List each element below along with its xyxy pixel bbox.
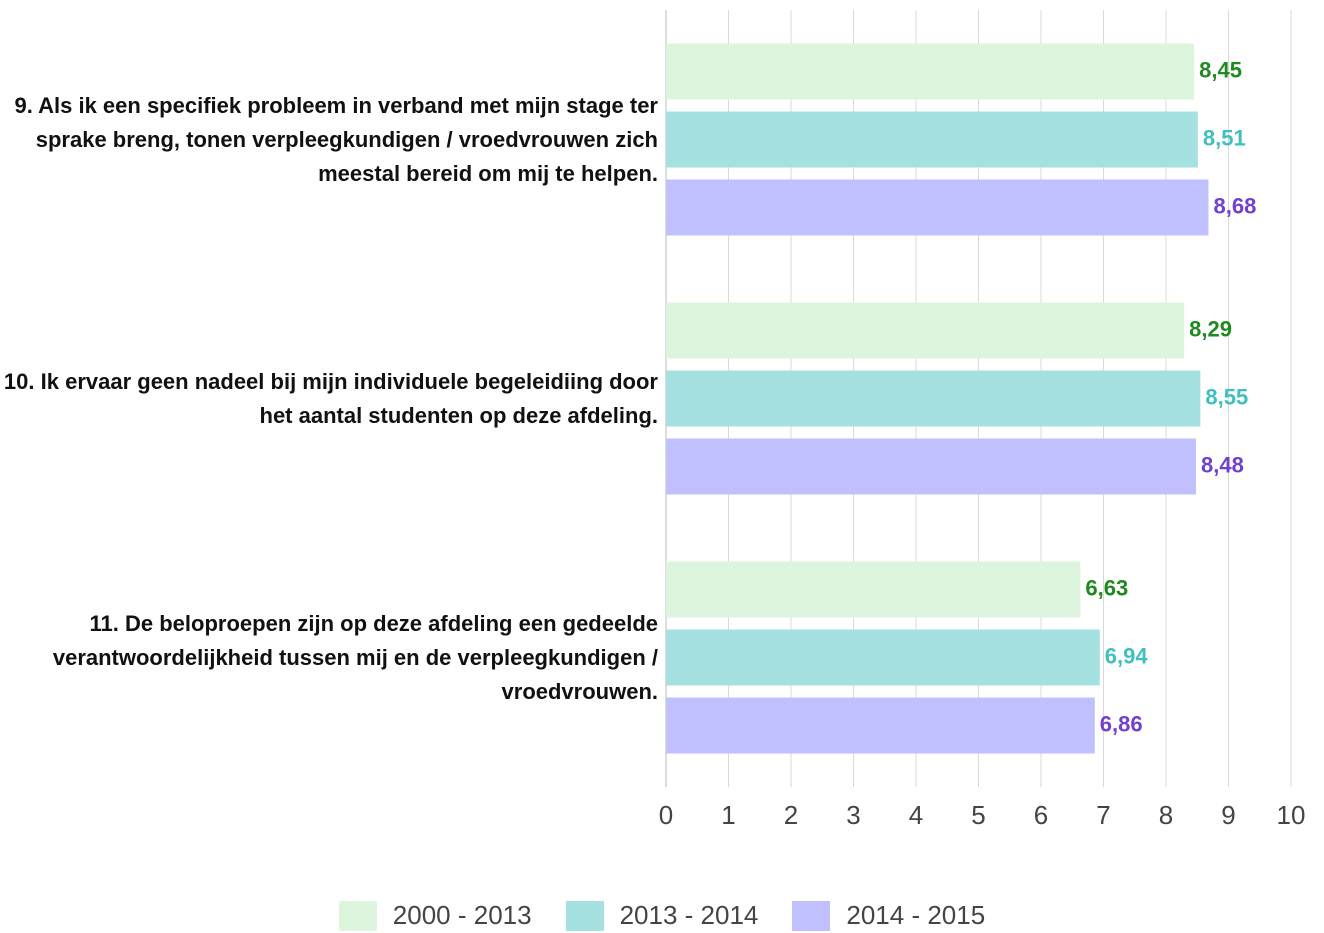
value-label: 6,63 [1085,575,1128,600]
bar [666,302,1185,359]
legend-swatch [338,900,377,931]
value-label: 6,94 [1105,643,1149,668]
category-label: 10. Ik ervaar geen nadeel bij mijn indiv… [3,368,658,428]
value-label: 8,48 [1201,452,1244,477]
bar [666,561,1081,618]
value-label: 8,29 [1189,316,1232,341]
legend: 2000 - 2013 2013 - 2014 2014 - 2015 [0,900,1324,931]
value-label: 8,55 [1205,384,1248,409]
x-tick-label: 10 [1277,800,1306,830]
bar [666,438,1196,495]
x-tick-label: 6 [1034,800,1048,830]
bar [666,697,1095,754]
x-tick-label: 4 [909,800,923,830]
chart: 0 1 2 3 4 5 6 7 8 9 10 8,45 8,51 8,68 8,29 8,55 8,48 6,63… [659,10,1306,830]
x-tick-label: 9 [1221,800,1235,830]
category-label: 9. Als ik een specifiek probleem in verb… [14,92,658,186]
legend-label: 2013 - 2014 [619,900,759,930]
legend-label: 2000 - 2013 [392,900,532,930]
x-tick-label: 8 [1159,800,1173,830]
bar [666,179,1209,236]
value-label: 8,68 [1214,193,1257,218]
value-label: 8,45 [1199,57,1242,82]
x-tick-label: 3 [846,800,860,830]
legend-swatch [565,900,604,931]
bar [666,111,1198,168]
legend-swatch [792,900,831,931]
x-tick-label: 2 [784,800,798,830]
bar [666,370,1201,427]
value-label: 8,51 [1203,125,1246,150]
legend-label: 2014 - 2015 [846,900,986,930]
x-tick-label: 7 [1096,800,1110,830]
value-label: 6,86 [1100,711,1143,736]
legend-item: 2013 - 2014 [565,900,759,931]
bar [666,43,1195,100]
x-tick-label: 0 [659,800,673,830]
bar [666,629,1100,686]
x-tick-label: 1 [721,800,735,830]
legend-item: 2014 - 2015 [792,900,985,931]
category-label: 11. De beloproepen zijn op deze afdeling… [52,610,658,704]
legend-item: 2000 - 2013 [338,900,532,931]
x-tick-label: 5 [971,800,985,830]
